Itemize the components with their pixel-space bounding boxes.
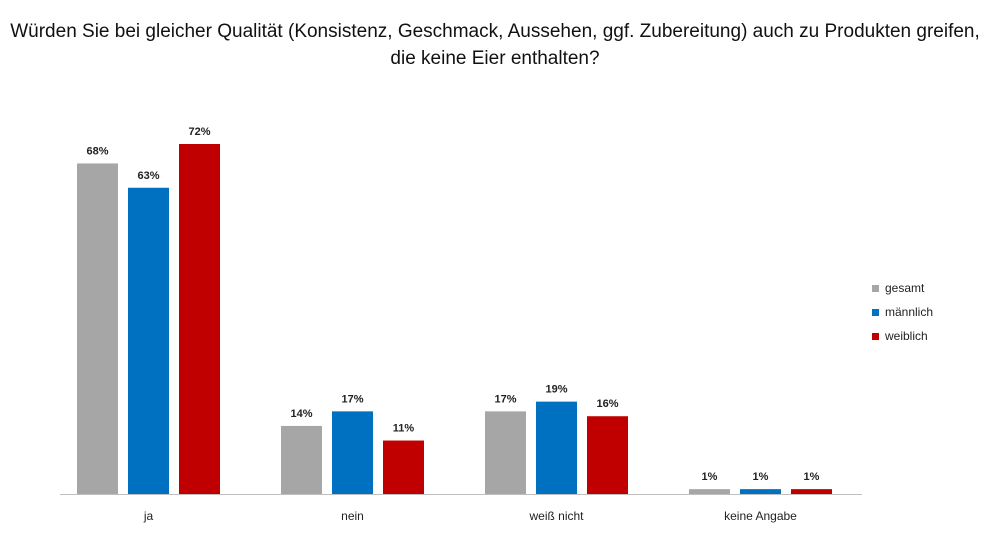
data-label: 19% <box>545 384 567 396</box>
chart-title: Würden Sie bei gleicher Qualität (Konsis… <box>10 21 980 69</box>
bar-weiblich-1 <box>383 440 424 494</box>
legend-item-männlich: männlich <box>872 300 933 324</box>
bar-weiblich-2 <box>587 416 628 494</box>
legend-label: weiblich <box>885 329 928 343</box>
bar-gesamt-0 <box>77 163 118 494</box>
legend-item-gesamt: gesamt <box>872 276 933 300</box>
data-label: 1% <box>804 471 820 483</box>
legend-label: gesamt <box>885 281 925 295</box>
data-label: 17% <box>341 393 363 405</box>
bar-männlich-1 <box>332 411 373 494</box>
data-label: 1% <box>753 471 769 483</box>
data-label: 68% <box>86 145 108 157</box>
data-label: 17% <box>494 393 516 405</box>
legend-item-weiblich: weiblich <box>872 324 933 348</box>
legend-swatch <box>872 284 879 292</box>
data-label: 16% <box>596 398 618 410</box>
legend-label: männlich <box>885 305 934 319</box>
legend-swatch <box>872 308 879 316</box>
bar-gesamt-1 <box>281 425 322 494</box>
data-label: 72% <box>188 126 210 138</box>
data-label: 14% <box>290 408 312 420</box>
bar-männlich-3 <box>740 489 781 494</box>
category-label: keine Angabe <box>724 509 797 523</box>
legend-swatch <box>872 332 879 340</box>
bar-weiblich-0 <box>179 144 220 494</box>
bar-gesamt-2 <box>485 411 526 494</box>
bar-weiblich-3 <box>791 489 832 494</box>
data-label: 63% <box>137 170 159 182</box>
data-label: 1% <box>702 471 718 483</box>
category-label: ja <box>143 509 154 523</box>
legend: gesamt männlich weiblich <box>872 276 933 348</box>
bar-männlich-2 <box>536 401 577 494</box>
data-label: 11% <box>393 423 415 435</box>
category-label: nein <box>341 509 364 523</box>
bar-gesamt-3 <box>689 489 730 494</box>
category-label: weiß nicht <box>528 509 584 523</box>
bar-männlich-0 <box>128 187 169 494</box>
